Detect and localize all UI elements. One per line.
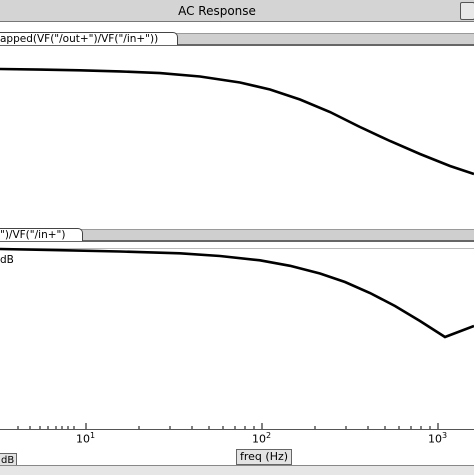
window-titlebar: AC Response: [0, 0, 474, 22]
bottom-shown-curve: [0, 247, 474, 339]
window-control-button[interactable]: [460, 2, 474, 20]
top-trace-tabstrip: apped(VF("/out+")/VF("/in+")): [0, 32, 474, 46]
x-tick-label: 102: [252, 431, 272, 446]
window-title: AC Response: [178, 4, 256, 18]
pane-divider: [0, 248, 474, 249]
bottom-pane-unit-label: dB: [0, 254, 14, 266]
x-tick-label: 101: [76, 431, 96, 446]
x-axis-label[interactable]: freq (Hz): [236, 449, 293, 465]
top-trace-tab[interactable]: apped(VF("/out+")/VF("/in+")): [0, 32, 178, 45]
x-axis-line: [0, 429, 474, 430]
x-tick-label: 103: [428, 431, 448, 446]
top-trace-curve: [0, 67, 474, 176]
status-bar: [0, 465, 474, 475]
bottom-trace-tab[interactable]: ")/VF("/in+"): [0, 228, 83, 241]
bottom-trace-tabstrip: ")/VF("/in+"): [0, 228, 474, 242]
